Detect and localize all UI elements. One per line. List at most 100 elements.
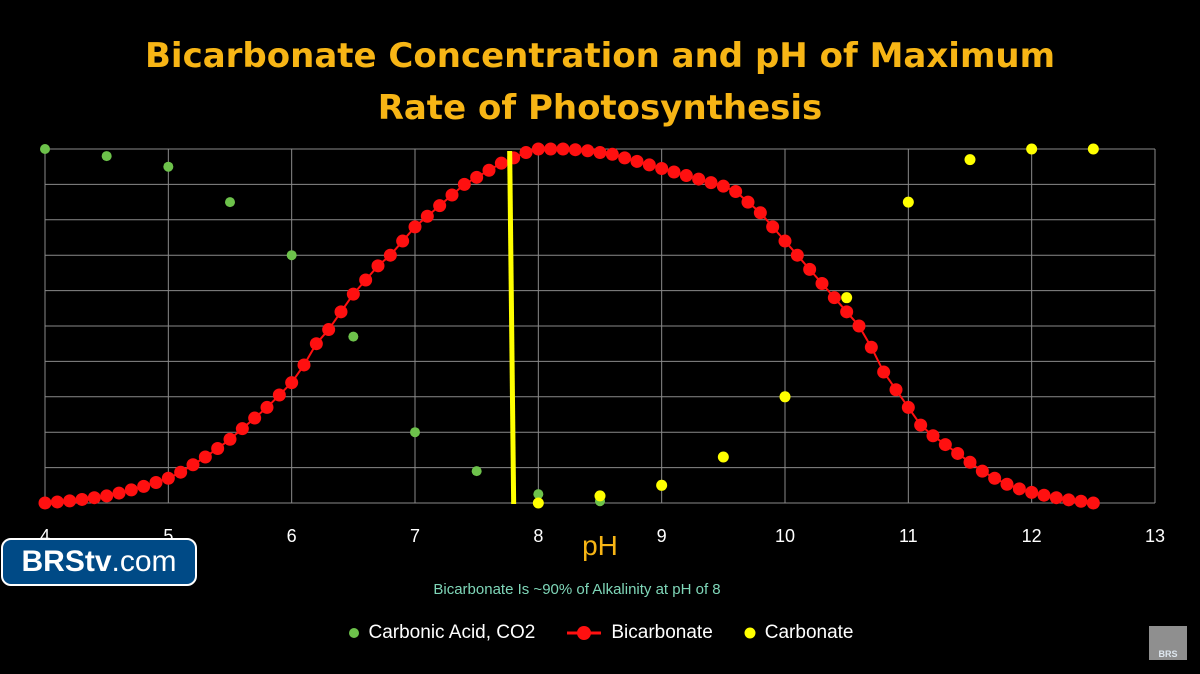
bicarbonate-point (951, 446, 965, 460)
bicarbonate-point (1000, 477, 1014, 491)
bicarbonate-point (593, 146, 607, 160)
bicarbonate-point (198, 450, 212, 464)
bicarbonate-point (75, 492, 89, 506)
bicarbonate-point (149, 475, 163, 489)
bicarbonate-point (1012, 482, 1026, 496)
bicarbonate-point (679, 169, 693, 183)
bicarbonate-point (692, 172, 706, 186)
legend-label-carbonate: Carbonate (764, 622, 854, 643)
bicarbonate-point (457, 177, 471, 191)
bicarbonate-point (297, 358, 311, 372)
carbonic-acid-point (101, 151, 112, 162)
bicarbonate-point (630, 154, 644, 168)
bicarbonate-point (248, 411, 262, 425)
carbonic-acid-point (286, 250, 297, 261)
bicarbonate-point (778, 234, 792, 248)
bicarbonate-point (174, 465, 188, 479)
chart-title: Bicarbonate Concentration and pH of Maxi… (0, 30, 1200, 134)
legend-marker-bicarbonate (567, 626, 602, 640)
bicarbonate-point (50, 495, 64, 509)
legend: Carbonic Acid, CO2 Bicarbonate Carbonate (0, 622, 1200, 644)
carbonic-acid-point (348, 331, 359, 342)
bicarbonate-point (827, 291, 841, 305)
bicarbonate-point (1049, 491, 1063, 505)
x-tick-label: 11 (899, 526, 918, 546)
bicarbonate-point (618, 151, 632, 165)
brand-badge-bold: BRStv (21, 545, 112, 578)
carbonic-acid-point (163, 161, 174, 172)
x-tick-label: 4 (40, 526, 50, 546)
bicarbonate-point (667, 165, 681, 179)
x-tick-label: 10 (775, 526, 795, 546)
x-tick-label: 9 (657, 526, 667, 546)
bicarbonate-point (544, 142, 558, 156)
x-tick-label: 13 (1145, 526, 1165, 546)
bicarbonate-point (408, 220, 422, 234)
bicarbonate-point (889, 383, 903, 397)
bicarbonate-point (531, 142, 545, 156)
bicarbonate-point (383, 248, 397, 262)
bicarbonate-point (223, 432, 237, 446)
bicarbonate-point (753, 206, 767, 220)
bicarbonate-point (470, 170, 484, 184)
carbonic-acid-point (410, 427, 420, 438)
bicarbonate-point (38, 496, 52, 510)
bicarbonate-point (211, 441, 225, 455)
x-axis-label: pH (582, 530, 618, 561)
bicarbonate-point (926, 429, 940, 443)
bicarbonate-point (988, 471, 1002, 485)
bicarbonate-point (272, 388, 286, 402)
bicarbonate-point (963, 455, 977, 469)
bicarbonate-point (322, 323, 336, 337)
carbonate-point (779, 391, 791, 403)
bicarbonate-point (161, 471, 175, 485)
bicarbonate-point (235, 422, 249, 436)
bicarbonate-point (1037, 488, 1051, 502)
bicarbonate-point (605, 147, 619, 161)
bicarbonate-point (803, 262, 817, 276)
bicarbonate-point (359, 273, 373, 287)
bicarbonate-point (1062, 493, 1076, 507)
carbonate-point (964, 154, 976, 166)
bicarbonate-point (346, 287, 360, 301)
bicarbonate-point (445, 188, 459, 202)
bicarbonate-point (741, 195, 755, 209)
bicarbonate-point (556, 142, 570, 156)
carbonic-acid-point (40, 144, 50, 154)
bicarbonate-point (396, 234, 410, 248)
bicarbonate-point (938, 438, 952, 452)
bicarbonate-point (371, 259, 385, 273)
legend-marker-carbonate (744, 627, 756, 639)
bicarbonate-point (729, 184, 743, 198)
bicarbonate-point (1025, 485, 1039, 499)
bicarbonate-point (137, 479, 151, 493)
bicarbonate-point (260, 400, 274, 414)
legend-item-carbonic-acid: Carbonic Acid, CO2 (347, 622, 535, 644)
bicarbonate-point (87, 491, 101, 505)
bicarbonate-point (766, 220, 780, 234)
bicarbonate-point (186, 458, 200, 472)
legend-marker-carbonic-acid (348, 628, 359, 638)
bicarbonate-point (581, 144, 595, 158)
bicarbonate-point (420, 209, 434, 223)
bicarbonate-point (482, 163, 496, 177)
x-tick-label: 5 (163, 526, 173, 546)
carbonate-point (841, 292, 853, 304)
bicarbonate-point (334, 305, 348, 319)
bicarbonate-point (716, 179, 730, 193)
x-tick-label: 7 (410, 526, 420, 546)
bicarbonate-point (1074, 494, 1088, 508)
carbonate-point (656, 479, 668, 491)
x-axis-ticks: 4 5 6 7 8 9 10 11 12 13 (40, 526, 1165, 546)
bicarbonate-point (840, 305, 854, 319)
carbonic-acid-point (225, 197, 235, 208)
x-tick-label: 12 (1022, 526, 1042, 546)
carbonate-point (1026, 143, 1038, 155)
legend-item-carbonate: Carbonate (743, 622, 854, 644)
bicarbonate-point (309, 337, 323, 351)
carbonate-point (594, 490, 606, 502)
bicarbonate-point (877, 365, 891, 379)
bicarbonate-point (568, 143, 582, 157)
legend-item-bicarbonate: Bicarbonate (565, 622, 713, 644)
